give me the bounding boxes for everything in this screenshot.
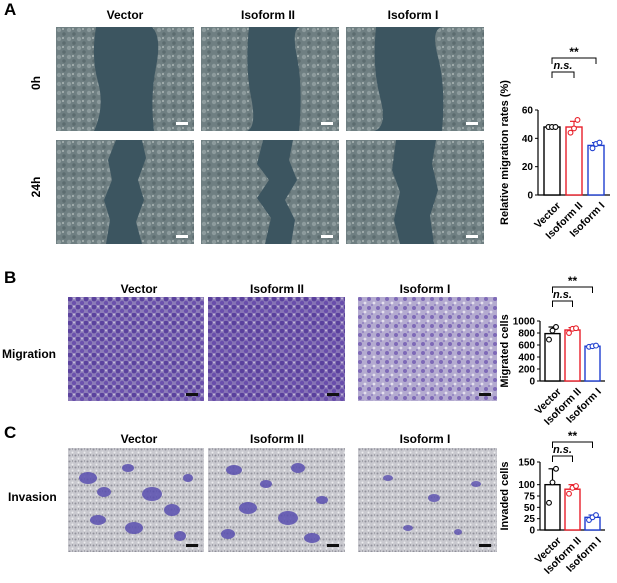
data-point xyxy=(553,465,559,472)
y-tick-label: 25 xyxy=(524,514,536,525)
bar xyxy=(565,126,583,196)
y-tick-label: 200 xyxy=(518,365,535,376)
panel-letter-b: B xyxy=(4,268,17,287)
wound-image-vector-24h xyxy=(56,140,194,244)
bar xyxy=(584,345,601,382)
y-tick-label: 600 xyxy=(518,341,535,352)
y-tick-label: 75 xyxy=(524,492,536,503)
data-point xyxy=(573,483,579,489)
data-point xyxy=(549,327,556,334)
bar xyxy=(587,144,605,196)
sig-annotation: ** xyxy=(568,429,578,443)
column-label-isoform-ii-b: Isoform II xyxy=(249,282,304,296)
data-point xyxy=(573,325,579,332)
y-axis-label: Migrated cells xyxy=(499,314,511,387)
y-tick-label: 800 xyxy=(518,329,535,340)
y-tick-label: 1000 xyxy=(513,317,536,328)
data-point xyxy=(593,512,599,518)
data-point xyxy=(589,145,596,152)
row-label-24h: 24h xyxy=(29,176,43,198)
column-label-vector-c: Vector xyxy=(120,432,158,446)
wound-image-isoform-ii-0h xyxy=(201,27,339,131)
sig-annotation: ** xyxy=(568,274,578,288)
sig-bracket xyxy=(551,57,597,64)
transwell-invasion-isoform-i xyxy=(358,448,497,552)
data-point xyxy=(593,342,599,349)
data-point xyxy=(546,336,552,343)
chart-migrated-cells-svg: Migrated cells 02004006008001000VectorIso… xyxy=(499,274,605,428)
column-label-isoform-i-b: Isoform I xyxy=(399,282,451,296)
sig-annotation: ** xyxy=(569,45,579,59)
wound-image-isoform-i-0h xyxy=(346,27,484,131)
panel-letter-c: C xyxy=(4,423,17,442)
data-point xyxy=(546,499,552,506)
ns-bracket xyxy=(552,455,573,462)
y-axis-label: Invaded cells xyxy=(499,461,511,530)
chart-migration-rate: Relative migration rates (%) 0 20 40 60 Vecto… xyxy=(499,20,615,245)
wound-image-vector-0h xyxy=(56,27,194,131)
y-tick-label: 0 xyxy=(529,526,535,537)
bar xyxy=(543,126,561,196)
transwell-invasion-isoform-ii xyxy=(208,448,345,552)
y-tick-label: 150 xyxy=(518,458,535,469)
bar xyxy=(564,329,581,382)
y-tick-label: 0 xyxy=(529,377,535,388)
chart-invaded-cells: Invaded cells 0 25 50 75 100 150 Vector Isoform … xyxy=(499,429,615,578)
transwell-invasion-vector xyxy=(68,448,204,552)
data-point xyxy=(596,139,603,146)
data-point xyxy=(552,124,559,130)
y-tick-label: 40 xyxy=(522,134,534,145)
chart-migrated-cells: Migrated cells 0 200 400 600 800 1000 Vector Iso… xyxy=(499,274,615,428)
transwell-migration-vector xyxy=(68,297,204,401)
row-label-migration: Migration xyxy=(2,347,56,361)
row-label-0h: 0h xyxy=(29,76,43,91)
wound-image-isoform-i-24h xyxy=(346,140,484,244)
ns-annotation: n.s. xyxy=(553,289,572,301)
data-point xyxy=(553,324,559,330)
chart-invaded-cells-svg: Invaded cells0255075100150VectorIsoform … xyxy=(499,429,605,577)
bar xyxy=(544,483,561,531)
y-tick-label: 50 xyxy=(524,503,536,514)
data-point xyxy=(566,330,572,336)
column-label-vector: Vector xyxy=(106,8,144,22)
bar xyxy=(544,332,561,382)
ns-annotation: n.s. xyxy=(553,444,572,456)
ns-bracket xyxy=(551,71,575,78)
transwell-migration-isoform-ii xyxy=(208,297,345,401)
y-tick-label: 60 xyxy=(522,106,534,117)
column-label-isoform-ii-c: Isoform II xyxy=(249,432,304,446)
transwell-migration-isoform-i xyxy=(358,297,497,401)
data-point xyxy=(574,116,581,123)
column-label-isoform-i-c: Isoform I xyxy=(399,432,451,446)
row-label-invasion: Invasion xyxy=(8,490,57,504)
y-tick-label: 20 xyxy=(522,162,534,173)
column-label-vector-b: Vector xyxy=(120,282,158,296)
sig-bracket xyxy=(552,441,593,448)
ns-bracket xyxy=(552,300,573,307)
data-point xyxy=(567,129,574,136)
y-axis-label: Relative migration rates (%) xyxy=(499,80,511,225)
y-tick-label: 400 xyxy=(518,353,535,364)
ns-annotation: n.s. xyxy=(554,60,573,72)
data-point xyxy=(566,490,572,497)
chart-migration-rate-svg: Relative migration rates (%) 0204060Vecto… xyxy=(499,45,610,242)
column-label-isoform-i: Isoform I xyxy=(387,8,439,22)
column-label-isoform-ii: Isoform II xyxy=(240,8,295,22)
y-tick-label: 100 xyxy=(518,480,535,491)
y-tick-label: 0 xyxy=(527,191,533,202)
data-point xyxy=(571,125,577,132)
data-point xyxy=(549,479,556,486)
panel-letter-a: A xyxy=(4,0,17,19)
wound-image-isoform-ii-24h xyxy=(201,140,339,244)
sig-bracket xyxy=(552,286,593,293)
